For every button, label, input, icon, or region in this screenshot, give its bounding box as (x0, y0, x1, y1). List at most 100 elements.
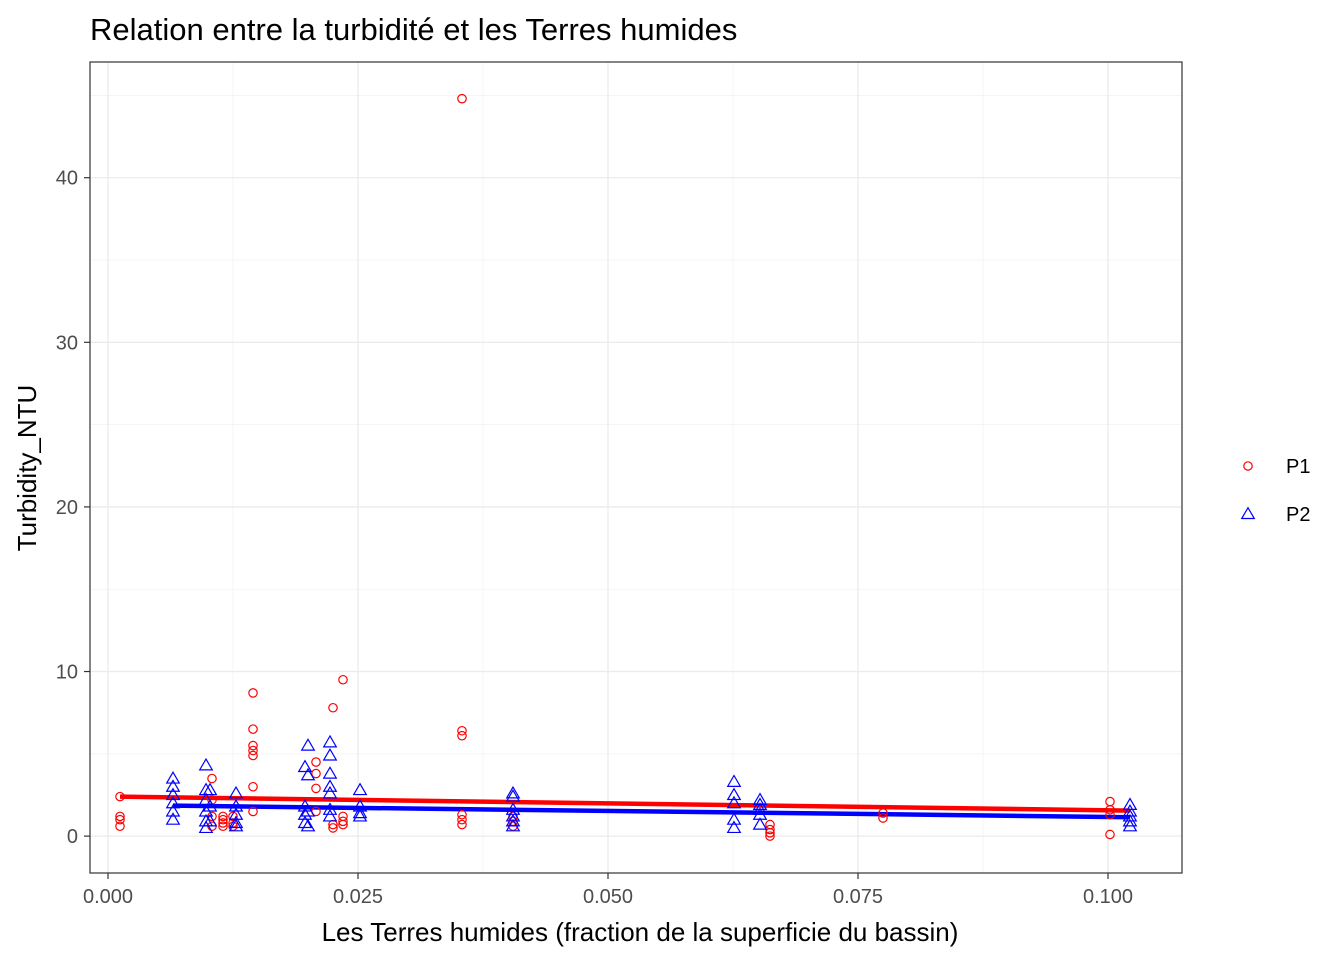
point-p1 (218, 818, 228, 828)
y-tick-label: 0 (67, 826, 78, 848)
chart-title: Relation entre la turbidité et les Terre… (90, 12, 737, 47)
y-tick-label: 10 (56, 662, 78, 684)
trend-line-p1 (119, 794, 1131, 813)
point-p1 (218, 814, 228, 825)
point-p2 (322, 766, 338, 779)
point-p2 (505, 789, 521, 802)
point-p1 (311, 783, 321, 794)
point-p2 (352, 808, 368, 822)
point-p2 (300, 803, 316, 817)
point-p2 (726, 812, 742, 825)
point-p2 (165, 771, 181, 784)
point-p1 (457, 809, 467, 820)
point-p1 (115, 791, 125, 802)
point-p2 (726, 795, 742, 809)
point-p2 (198, 757, 214, 771)
point-p1 (311, 757, 321, 767)
point-p1 (248, 740, 258, 751)
point-p2 (1122, 813, 1138, 827)
point-p2 (505, 818, 521, 832)
point-p2 (165, 779, 181, 792)
point-p1 (328, 823, 338, 833)
point-p1 (457, 819, 467, 830)
legend-key-p1 (1243, 461, 1253, 471)
point-p1 (338, 674, 348, 685)
point-p1 (765, 828, 775, 838)
point-p1 (218, 821, 228, 832)
point-p2 (165, 795, 181, 809)
y-tick-label: 30 (56, 332, 78, 354)
point-p2 (752, 802, 768, 815)
y-tick-label: 20 (56, 497, 78, 519)
point-p1 (115, 811, 125, 822)
point-p1 (878, 808, 888, 818)
y-axis-title: Turbidity_NTU (12, 385, 42, 552)
y-tick-label: 40 (56, 168, 78, 190)
point-p2 (726, 787, 742, 801)
point-p2 (297, 759, 313, 773)
point-p2 (202, 799, 218, 812)
point-p2 (198, 820, 214, 834)
point-p1 (248, 806, 258, 817)
point-p2 (322, 734, 338, 748)
point-p1 (457, 730, 467, 741)
point-p2 (202, 782, 218, 796)
point-p2 (322, 785, 338, 799)
point-p2 (505, 813, 521, 827)
point-p2 (300, 767, 316, 781)
x-tick-label: 0.075 (833, 886, 883, 908)
point-p1 (207, 773, 217, 784)
point-p1 (115, 814, 125, 825)
legend-label-p1: P1 (1286, 456, 1310, 478)
point-p2 (322, 747, 338, 761)
point-p1 (338, 819, 348, 830)
plot-panel-border (89, 61, 1183, 874)
point-p1 (457, 814, 467, 825)
point-p2 (352, 805, 368, 819)
minor-gridlines (90, 62, 1182, 873)
x-tick-label: 0.000 (83, 886, 133, 908)
point-p2 (505, 785, 521, 799)
x-tick-label: 0.025 (333, 886, 383, 908)
point-p2 (752, 817, 768, 830)
point-p2 (322, 808, 338, 822)
point-p2 (202, 813, 218, 827)
point-p2 (228, 799, 244, 812)
point-p2 (1122, 818, 1138, 832)
x-tick-label: 0.100 (1083, 886, 1133, 908)
point-p2 (322, 779, 338, 792)
point-p2 (297, 807, 313, 820)
plot-panel-background (90, 62, 1182, 873)
point-p2 (726, 774, 742, 787)
point-p1 (1105, 809, 1115, 820)
point-p1 (248, 724, 258, 734)
point-p1 (218, 811, 228, 822)
point-p2 (228, 815, 244, 829)
point-p1 (248, 745, 258, 756)
x-axis: 0.000 0.025 0.050 0.075 0.100 (83, 873, 1133, 908)
point-p2 (165, 787, 181, 801)
point-p2 (726, 820, 742, 834)
point-p2 (300, 738, 316, 751)
point-p2 (228, 785, 244, 799)
point-p2 (228, 818, 244, 832)
point-p1 (878, 813, 888, 823)
point-p1 (457, 725, 467, 736)
point-p1 (765, 831, 775, 841)
point-p1 (248, 688, 258, 698)
point-p2 (165, 812, 181, 825)
legend-key-p2 (1240, 506, 1256, 520)
point-p2 (352, 782, 368, 796)
x-axis-title: Les Terres humides (fraction de la super… (322, 917, 959, 947)
major-gridlines (90, 62, 1182, 873)
point-p2 (165, 803, 181, 817)
point-p1 (248, 781, 258, 792)
x-tick-label: 0.050 (583, 886, 633, 908)
y-axis: 0 10 20 30 40 (56, 168, 90, 848)
point-p1 (457, 93, 467, 104)
legend: P1 P2 (1240, 456, 1310, 526)
point-p1 (1105, 804, 1115, 815)
point-p1 (1105, 829, 1115, 840)
point-p2 (322, 802, 338, 815)
